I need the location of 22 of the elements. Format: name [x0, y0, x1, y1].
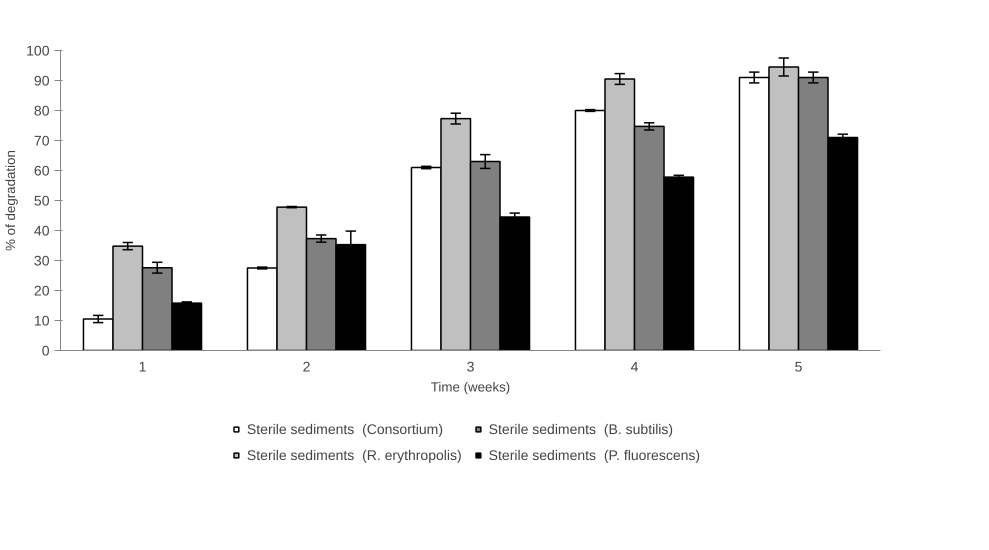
x-tick-label: 4 — [630, 358, 639, 374]
x-tick-label: 2 — [302, 358, 311, 374]
y-tick-label: 10 — [34, 312, 50, 328]
y-tick-label: 90 — [34, 72, 50, 88]
legend-label: Sterile sediments (B. subtilis) — [488, 421, 674, 437]
y-tick-label: 50 — [34, 192, 50, 208]
x-tick-label: 5 — [794, 358, 803, 374]
x-tick-label: 3 — [466, 358, 475, 374]
legend-label: Sterile sediments (P. fluorescens) — [488, 447, 700, 463]
y-tick-label: 60 — [34, 162, 50, 178]
x-tick-label: 1 — [138, 358, 147, 374]
y-axis-title: % of degradation — [3, 150, 18, 251]
y-tick-label: 0 — [42, 342, 50, 358]
legend-label: Sterile sediments (R. erythropolis) — [246, 447, 462, 463]
y-tick-label: 20 — [34, 282, 50, 298]
y-tick-label: 100 — [26, 42, 50, 58]
y-tick-label: 70 — [34, 132, 50, 148]
y-tick-label: 40 — [34, 222, 50, 238]
y-tick-label: 80 — [34, 102, 50, 118]
x-axis-title: Time (weeks) — [430, 380, 510, 394]
legend-label: Sterile sediments (Consortium) — [246, 421, 443, 437]
y-tick-label: 30 — [34, 252, 50, 268]
